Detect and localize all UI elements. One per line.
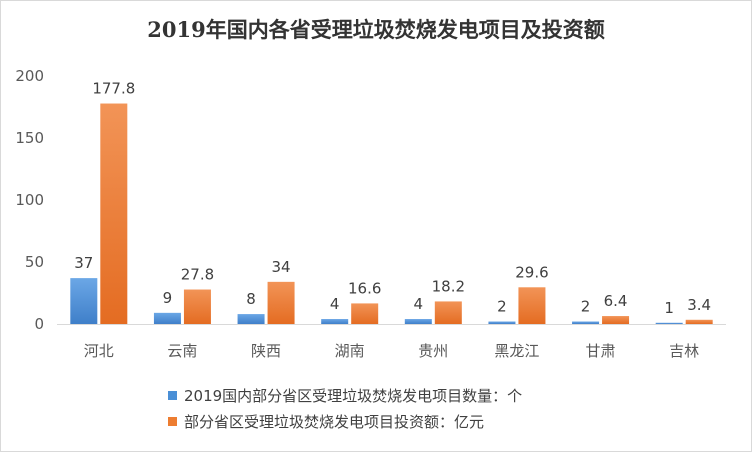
- x-tick-label: 云南: [167, 342, 197, 360]
- chart-title: 2019年国内各省受理垃圾焚烧发电项目及投资额: [147, 17, 605, 42]
- data-label-count: 4: [330, 295, 340, 313]
- y-axis: 0 50 100 150 200: [15, 67, 44, 333]
- bar-count: [153, 312, 181, 324]
- bar-investment: [685, 319, 713, 324]
- data-label-count: 2: [581, 298, 591, 316]
- x-tick-label: 吉林: [669, 342, 699, 360]
- bar-count: [655, 322, 683, 324]
- data-label-count: 2: [497, 298, 507, 316]
- data-label-investment: 3.4: [687, 296, 711, 314]
- bar-investment: [434, 301, 462, 324]
- x-axis: 河北 云南 陕西 湖南 贵州 黑龙江 甘肃 吉林: [84, 342, 699, 360]
- data-label-investment: 16.6: [348, 279, 381, 297]
- y-tick-label: 0: [34, 315, 44, 333]
- data-label-count: 1: [664, 299, 674, 317]
- bar-investment: [267, 281, 295, 324]
- data-label-count: 8: [246, 290, 256, 308]
- bar-investment: [518, 287, 546, 324]
- x-tick-label: 甘肃: [586, 342, 616, 360]
- bar-investment: [602, 316, 630, 324]
- y-tick-label: 50: [25, 253, 44, 271]
- x-tick-label: 河北: [84, 342, 114, 360]
- data-label-investment: 177.8: [92, 80, 135, 98]
- bar-investment: [100, 103, 128, 324]
- legend-swatch-investment: [168, 416, 177, 426]
- data-label-investment: 6.4: [604, 292, 628, 310]
- legend-swatch-count: [168, 390, 177, 400]
- data-label-count: 4: [414, 295, 424, 313]
- data-label-count: 37: [74, 254, 93, 272]
- y-tick-label: 150: [15, 129, 44, 147]
- data-label-investment: 27.8: [181, 266, 214, 284]
- y-tick-label: 100: [15, 191, 44, 209]
- y-tick-label: 200: [15, 67, 44, 85]
- data-labels-layer: 37 177.8 9 27.8 8 34 4 16.6 4 18.2 2 29.6 2 6.4 1 3.4: [74, 80, 711, 317]
- x-tick-label: 贵州: [418, 342, 448, 360]
- data-label-investment: 34: [272, 258, 291, 276]
- bar-investment: [183, 289, 211, 324]
- data-label-investment: 29.6: [515, 263, 548, 281]
- bar-count: [237, 314, 265, 324]
- legend-item-investment: 部分省区受理垃圾焚烧发电项目投资额：亿元: [168, 408, 522, 434]
- bar-count: [488, 321, 516, 324]
- x-tick-label: 湖南: [335, 342, 365, 360]
- legend: 2019国内部分省区受理垃圾焚烧发电项目数量：个 部分省区受理垃圾焚烧发电项目投…: [168, 382, 522, 434]
- bars-layer: [70, 103, 713, 324]
- bar-count: [572, 321, 600, 324]
- data-label-investment: 18.2: [432, 277, 465, 295]
- x-tick-label: 陕西: [251, 342, 281, 360]
- bar-count: [404, 319, 432, 324]
- legend-label-count: 2019国内部分省区受理垃圾焚烧发电项目数量：个: [184, 386, 523, 405]
- bar-investment: [351, 303, 379, 324]
- legend-item-count: 2019国内部分省区受理垃圾焚烧发电项目数量：个: [168, 382, 522, 408]
- x-tick-label: 黑龙江: [494, 342, 539, 360]
- bar-count: [321, 319, 349, 324]
- data-label-count: 9: [163, 289, 173, 307]
- legend-label-investment: 部分省区受理垃圾焚烧发电项目投资额：亿元: [184, 412, 485, 431]
- bar-count: [70, 278, 98, 324]
